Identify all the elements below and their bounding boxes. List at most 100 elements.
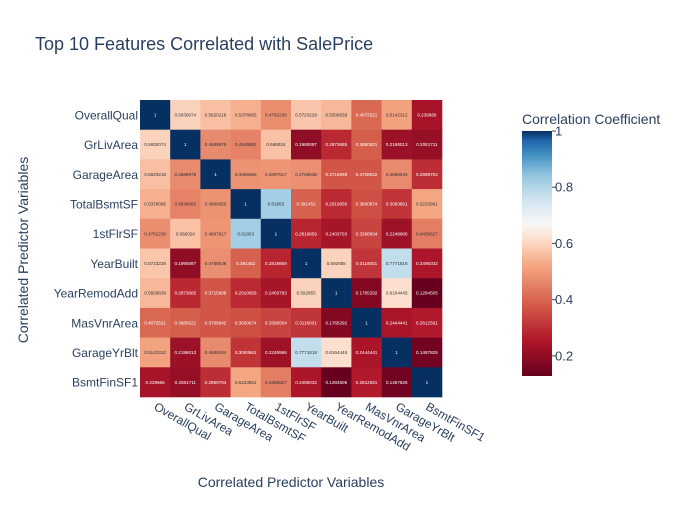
heatmap-cell[interactable]: [321, 100, 352, 130]
heatmap-cell[interactable]: [200, 189, 231, 220]
heatmap-cell[interactable]: [351, 307, 382, 338]
heatmap-cell[interactable]: [200, 129, 231, 160]
heatmap-cell[interactable]: [200, 159, 231, 190]
heatmap-cell[interactable]: [260, 129, 292, 160]
heatmap-cell[interactable]: [200, 367, 231, 398]
heatmap-cell[interactable]: [140, 367, 171, 398]
heatmap-cell[interactable]: [230, 129, 262, 160]
heatmap-cell[interactable]: [140, 248, 171, 279]
heatmap-cell[interactable]: [260, 189, 292, 220]
heatmap-cell[interactable]: [411, 248, 443, 279]
heatmap-cell[interactable]: [321, 248, 352, 279]
heatmap-cell[interactable]: [411, 159, 443, 190]
heatmap-cell[interactable]: [381, 129, 413, 160]
heatmap-cell[interactable]: [351, 367, 382, 398]
heatmap-cell[interactable]: [411, 337, 443, 368]
heatmap-cell[interactable]: [200, 100, 231, 130]
heatmap-cell[interactable]: [381, 248, 413, 279]
heatmap-cell[interactable]: [291, 337, 322, 368]
heatmap-cell[interactable]: [411, 218, 443, 249]
heatmap-cell[interactable]: [321, 307, 352, 338]
heatmap-cell[interactable]: [260, 218, 292, 249]
heatmap-cell[interactable]: [411, 100, 443, 130]
heatmap-cell[interactable]: [140, 218, 171, 249]
heatmap-cell[interactable]: [170, 100, 201, 130]
heatmap-cell[interactable]: [260, 100, 292, 130]
heatmap-cell[interactable]: [140, 159, 171, 190]
heatmap-cell[interactable]: [200, 307, 231, 338]
heatmap-cell[interactable]: [230, 367, 262, 398]
heatmap-cell[interactable]: [411, 307, 443, 338]
heatmap-cell[interactable]: [411, 367, 443, 398]
heatmap-cell[interactable]: [260, 248, 292, 279]
heatmap-cell[interactable]: [381, 218, 413, 249]
heatmap-cell[interactable]: [381, 307, 413, 338]
heatmap-cell[interactable]: [140, 129, 171, 160]
heatmap-cell[interactable]: [260, 307, 292, 338]
heatmap-cell[interactable]: [351, 337, 382, 368]
heatmap-cell[interactable]: [291, 248, 322, 279]
heatmap-cell[interactable]: [170, 337, 201, 368]
heatmap-cell[interactable]: [321, 367, 352, 398]
heatmap-cell[interactable]: [170, 367, 201, 398]
heatmap-cell[interactable]: [351, 248, 382, 279]
heatmap-cell[interactable]: [170, 129, 201, 160]
heatmap-cell[interactable]: [381, 337, 413, 368]
heatmap-cell[interactable]: [291, 100, 322, 130]
heatmap-cell[interactable]: [140, 337, 171, 368]
heatmap-cell[interactable]: [381, 278, 413, 309]
heatmap-cell[interactable]: [291, 367, 322, 398]
heatmap-cell[interactable]: [230, 100, 262, 130]
heatmap-cell[interactable]: [381, 100, 413, 130]
heatmap-cell[interactable]: [381, 159, 413, 190]
heatmap-cell[interactable]: [321, 159, 352, 190]
heatmap-cell[interactable]: [321, 278, 352, 309]
heatmap-cell[interactable]: [230, 337, 262, 368]
heatmap-cell[interactable]: [200, 248, 231, 279]
heatmap-cell[interactable]: [291, 278, 322, 309]
heatmap-cell[interactable]: [200, 218, 231, 249]
heatmap-cell[interactable]: [321, 337, 352, 368]
heatmap-cell[interactable]: [351, 129, 382, 160]
heatmap-cell[interactable]: [200, 337, 231, 368]
heatmap-cell[interactable]: [291, 189, 322, 220]
heatmap-cell[interactable]: [260, 278, 292, 309]
heatmap-cell[interactable]: [230, 189, 262, 220]
heatmap-cell[interactable]: [230, 159, 262, 190]
heatmap-cell[interactable]: [260, 367, 292, 398]
heatmap-cell[interactable]: [381, 189, 413, 220]
heatmap-cell[interactable]: [321, 189, 352, 220]
heatmap-cell[interactable]: [351, 100, 382, 130]
heatmap-cell[interactable]: [351, 189, 382, 220]
heatmap-cell[interactable]: [351, 159, 382, 190]
heatmap-cell[interactable]: [230, 248, 262, 279]
heatmap-cell[interactable]: [351, 278, 382, 309]
heatmap-cell[interactable]: [170, 189, 201, 220]
heatmap-cell[interactable]: [411, 189, 443, 220]
heatmap-cell[interactable]: [291, 159, 322, 190]
heatmap-cell[interactable]: [321, 218, 352, 249]
heatmap-cell[interactable]: [260, 337, 292, 368]
heatmap-cell[interactable]: [411, 129, 443, 160]
heatmap-cell[interactable]: [140, 307, 171, 338]
heatmap-cell[interactable]: [291, 129, 322, 160]
heatmap-cell[interactable]: [230, 218, 262, 249]
heatmap-cell[interactable]: [411, 278, 443, 309]
heatmap-cell[interactable]: [291, 307, 322, 338]
heatmap-cell[interactable]: [140, 278, 171, 309]
heatmap-cell[interactable]: [170, 248, 201, 279]
heatmap-cell[interactable]: [230, 307, 262, 338]
heatmap-cell[interactable]: [381, 367, 413, 398]
heatmap-cell[interactable]: [170, 218, 201, 249]
heatmap-cell[interactable]: [170, 278, 201, 309]
heatmap-cell[interactable]: [200, 278, 231, 309]
heatmap-cell[interactable]: [140, 100, 171, 130]
heatmap-cell[interactable]: [140, 189, 171, 220]
heatmap-cell[interactable]: [170, 307, 201, 338]
heatmap-cell[interactable]: [321, 129, 352, 160]
heatmap-cell[interactable]: [260, 159, 292, 190]
heatmap-cell[interactable]: [170, 159, 201, 190]
heatmap-cell[interactable]: [291, 218, 322, 249]
heatmap-cell[interactable]: [351, 218, 382, 249]
heatmap-cell[interactable]: [230, 278, 262, 309]
